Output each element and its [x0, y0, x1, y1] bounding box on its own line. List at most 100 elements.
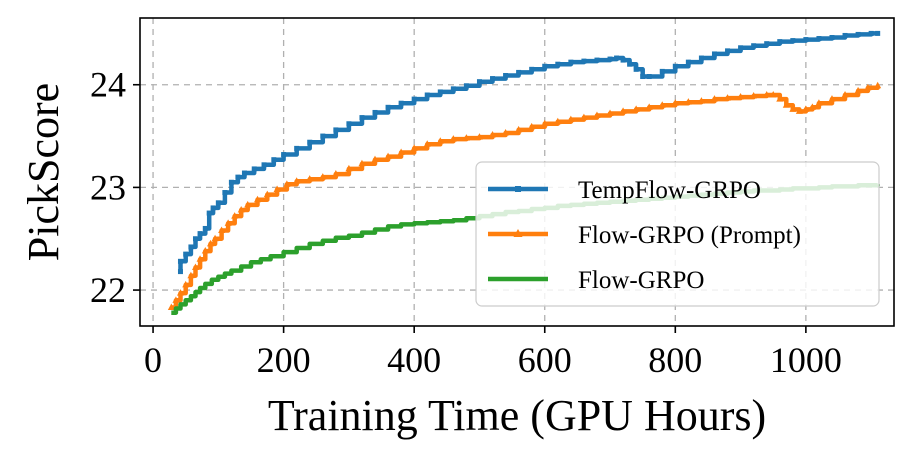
data-point [397, 148, 405, 155]
legend-label: Flow-GRPO [578, 267, 704, 294]
data-point [842, 32, 848, 38]
data-point [188, 244, 194, 250]
data-point [541, 119, 549, 127]
data-point [207, 239, 215, 247]
data-point [868, 30, 874, 36]
data-point [254, 195, 262, 203]
data-point [281, 152, 287, 158]
series-tempflow-grpo [177, 30, 881, 275]
x-tick-label: 600 [518, 340, 572, 380]
data-point [672, 63, 678, 69]
data-point [210, 205, 216, 211]
data-point [263, 190, 271, 198]
series-flow-grpo-prompt [167, 81, 882, 311]
data-point [751, 43, 757, 49]
x-tick-label: 800 [648, 340, 702, 380]
data-point [808, 103, 816, 110]
data-point [738, 45, 744, 51]
data-point [528, 122, 536, 130]
x-axis-title: Training Time (GPU Hours) [268, 391, 766, 440]
y-tick-label: 23 [90, 167, 126, 207]
data-point [875, 30, 881, 36]
data-point [183, 251, 189, 257]
data-point [359, 115, 365, 121]
data-point [516, 69, 522, 75]
data-point [201, 247, 209, 254]
data-point [192, 236, 198, 242]
data-point [594, 57, 600, 63]
data-point [828, 95, 836, 102]
data-point [645, 103, 653, 110]
data-point [283, 180, 291, 187]
data-point [620, 57, 626, 63]
data-point [410, 144, 418, 151]
data-point [542, 63, 548, 69]
data-point [489, 131, 497, 138]
data-point [251, 166, 257, 172]
legend-label: Flow-GRPO (Prompt) [578, 222, 801, 249]
legend-entry: Flow-GRPO [488, 267, 704, 294]
data-point [769, 91, 777, 98]
data-point [384, 152, 392, 160]
data-point [306, 175, 314, 182]
data-point [293, 177, 301, 184]
data-point [632, 105, 640, 112]
data-point [319, 173, 327, 180]
data-point [555, 61, 561, 67]
data-point [710, 95, 718, 102]
data-point [737, 93, 745, 100]
legend-entry: Flow-GRPO (Prompt) [488, 222, 801, 249]
y-tick-label: 22 [90, 270, 126, 310]
data-point [261, 162, 267, 168]
legend: TempFlow-GRPO Flow-GRPO (Prompt) Flow-GRPO [475, 161, 880, 307]
data-point [711, 51, 717, 57]
data-point [816, 36, 822, 42]
data-point [241, 170, 247, 176]
data-point [659, 68, 665, 74]
data-point [332, 170, 340, 177]
data-point [782, 101, 790, 108]
data-point [503, 72, 509, 78]
data-point [411, 96, 417, 102]
data-point [231, 212, 239, 219]
legend-box [475, 161, 880, 307]
data-point [307, 139, 313, 145]
x-tick-label: 200 [257, 340, 311, 380]
data-point [581, 58, 587, 64]
data-point [197, 231, 203, 237]
legend-label: TempFlow-GRPO [578, 177, 761, 204]
data-point [437, 89, 443, 95]
data-point [176, 289, 184, 296]
data-point [320, 133, 326, 139]
data-point [235, 174, 241, 180]
data-point [619, 107, 627, 114]
data-point [385, 104, 391, 110]
data-point [684, 98, 692, 105]
data-point [795, 107, 803, 114]
data-point [854, 86, 862, 94]
data-point [841, 91, 849, 98]
data-point [607, 56, 613, 62]
data-point [724, 94, 732, 101]
data-point [206, 210, 212, 216]
data-point [476, 79, 482, 85]
data-point [685, 59, 691, 65]
data-point [358, 159, 366, 167]
data-point [829, 35, 835, 41]
data-point [815, 99, 823, 106]
data-point [333, 127, 339, 133]
data-point [215, 200, 221, 206]
axes: 0 200 400 600 800 1000 22 23 24 [90, 65, 842, 380]
plot-frame [139, 17, 895, 327]
data-point [224, 219, 232, 226]
data-point [463, 83, 469, 89]
data-point [614, 55, 620, 61]
data-point [777, 39, 783, 45]
data-point [776, 95, 784, 102]
x-tick-label: 400 [387, 340, 441, 380]
data-point [462, 134, 470, 141]
data-point [697, 97, 705, 104]
data-point [475, 133, 483, 140]
legend-entry: TempFlow-GRPO [488, 177, 761, 204]
data-point [187, 271, 195, 279]
